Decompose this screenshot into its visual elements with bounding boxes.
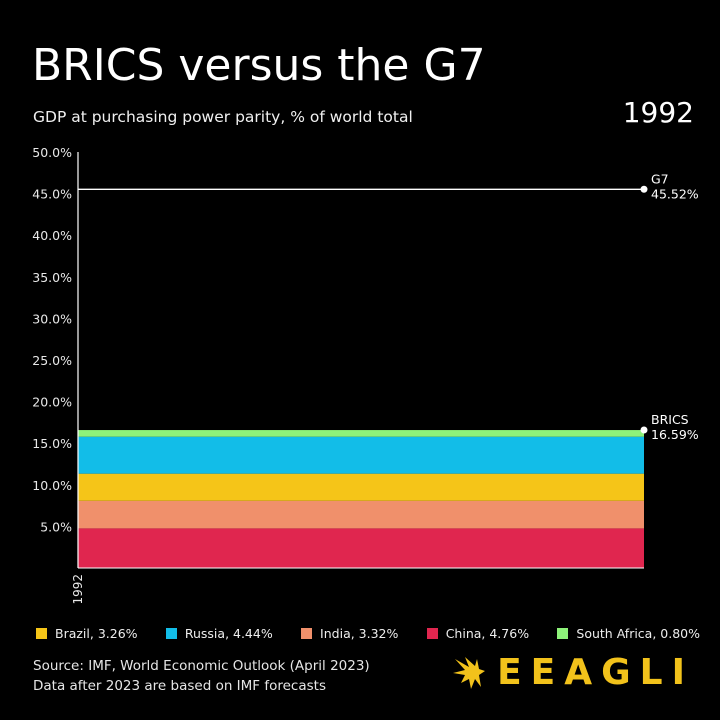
brics-label: BRICS: [651, 412, 689, 427]
legend-item-brazil: Brazil, 3.26%: [36, 626, 138, 641]
legend-label-india: India, 3.32%: [320, 626, 399, 641]
y-tick-label: 10.0%: [32, 478, 72, 493]
legend-swatch-brazil: [36, 628, 47, 639]
y-tick-label: 30.0%: [32, 311, 72, 326]
legend-swatch-china: [426, 628, 438, 639]
brics-end-marker: [640, 426, 648, 434]
source-note: Source: IMF, World Economic Outlook (Apr…: [33, 656, 370, 696]
brics-value-label: 16.59%: [651, 427, 699, 442]
area-russia: [78, 436, 644, 474]
legend-swatch-russia: [165, 628, 177, 639]
legend-item-south-africa: South Africa, 0.80%: [557, 626, 700, 641]
legend-label-china: China, 4.76%: [445, 626, 530, 641]
legend-item-china: China, 4.76%: [426, 626, 530, 641]
year-label: 1992: [622, 96, 694, 129]
y-tick-label: 15.0%: [32, 436, 72, 451]
legend-swatch-south-africa: [557, 628, 569, 639]
g7-label: G7: [651, 171, 669, 186]
chart-subtitle: GDP at purchasing power parity, % of wor…: [33, 108, 413, 126]
g7-end-marker: [640, 185, 648, 193]
y-tick-label: 50.0%: [32, 145, 72, 160]
chart-title: BRICS versus the G7: [32, 40, 486, 91]
legend-label-russia: Russia, 4.44%: [184, 626, 273, 641]
y-tick-label: 45.0%: [32, 187, 72, 202]
legend-label-south-africa: South Africa, 0.80%: [576, 626, 700, 641]
area-brazil: [78, 473, 644, 501]
y-tick-label: 35.0%: [32, 270, 72, 285]
g7-value-label: 45.52%: [651, 186, 699, 201]
brand-logo: EEAGLI: [451, 652, 694, 693]
area-china: [78, 528, 644, 568]
area-south-africa: [78, 430, 644, 437]
legend-item-russia: Russia, 4.44%: [165, 626, 273, 641]
brand-name: EEAGLI: [497, 652, 694, 693]
y-tick-label: 25.0%: [32, 353, 72, 368]
legend: Brazil, 3.26% Russia, 4.44% India, 3.32%…: [36, 626, 700, 641]
source-line: Source: IMF, World Economic Outlook (Apr…: [33, 658, 370, 674]
legend-item-india: India, 3.32%: [301, 626, 398, 641]
area-india: [78, 500, 644, 529]
y-tick-label: 5.0%: [40, 519, 72, 534]
legend-label-brazil: Brazil, 3.26%: [55, 626, 138, 641]
y-tick-label: 20.0%: [32, 395, 72, 410]
x-tick-label: 1992: [71, 574, 85, 605]
area-chart: 50.0% 45.0% 40.0% 35.0% 30.0% 25.0% 20.0% 15.0%…: [32, 145, 699, 605]
eagle-icon: [453, 656, 486, 689]
y-tick-label: 40.0%: [32, 228, 72, 243]
forecast-note: Data after 2023 are based on IMF forecas…: [33, 678, 326, 694]
legend-swatch-india: [301, 628, 313, 639]
